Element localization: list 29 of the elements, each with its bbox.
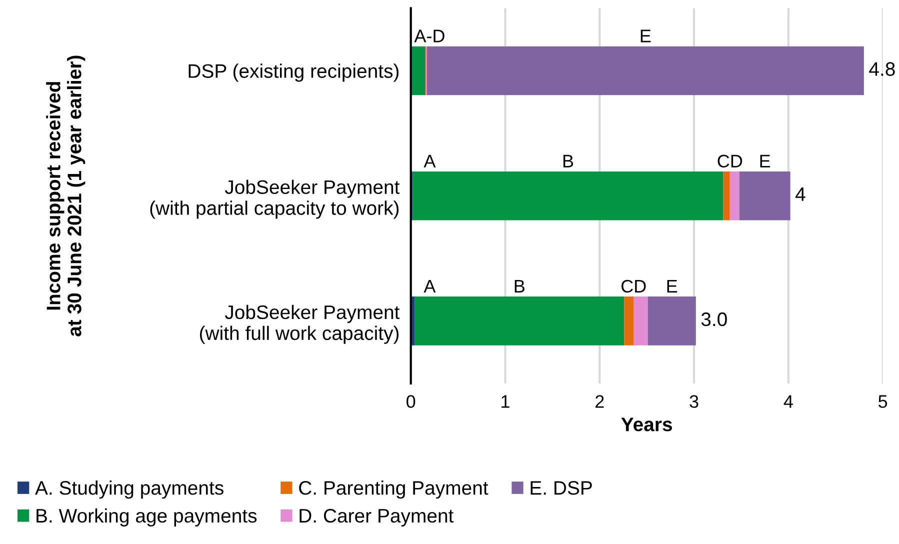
data-label: A <box>424 154 436 168</box>
legend-label: E. DSP <box>530 481 592 495</box>
y-tick-label: DSP (existing recipients) <box>188 64 399 82</box>
data-label: E <box>667 280 678 292</box>
data-label: CD <box>621 280 646 293</box>
y-tick-label: JobSeeker Payment (with partial capacity to work) <box>150 180 400 219</box>
x-tick-label: 5 <box>878 395 888 408</box>
x-tick-label: 4 <box>784 395 793 408</box>
data-label: E <box>760 154 770 168</box>
y-axis-title: Income support received at 30 June 2021 (1 year earlier) <box>46 56 86 336</box>
x-tick-label: 0 <box>406 395 416 408</box>
legend-label: D. Carer Payment <box>300 508 454 526</box>
legend-label: A. Studying payments <box>35 480 224 499</box>
data-label: E <box>640 30 651 42</box>
x-tick-label: 3 <box>690 395 698 408</box>
data-label: A-D <box>414 30 444 42</box>
total-label: 3.0 <box>701 312 727 326</box>
total-label: 4 <box>795 187 806 201</box>
y-tick-label: JobSeeker Payment (with full work capacity) <box>200 304 400 344</box>
data-label: CD <box>718 154 742 168</box>
x-tick-label: 2 <box>596 395 604 408</box>
data-label: A <box>424 280 436 292</box>
x-tick-label: 1 <box>502 395 510 408</box>
legend-label: C. Parenting Payment <box>299 480 488 499</box>
data-label: B <box>514 280 524 292</box>
x-axis-title: Years <box>621 418 672 432</box>
legend-label: B. Working age payments <box>36 508 257 526</box>
data-label: B <box>563 154 574 168</box>
total-label: 4.8 <box>869 62 895 76</box>
